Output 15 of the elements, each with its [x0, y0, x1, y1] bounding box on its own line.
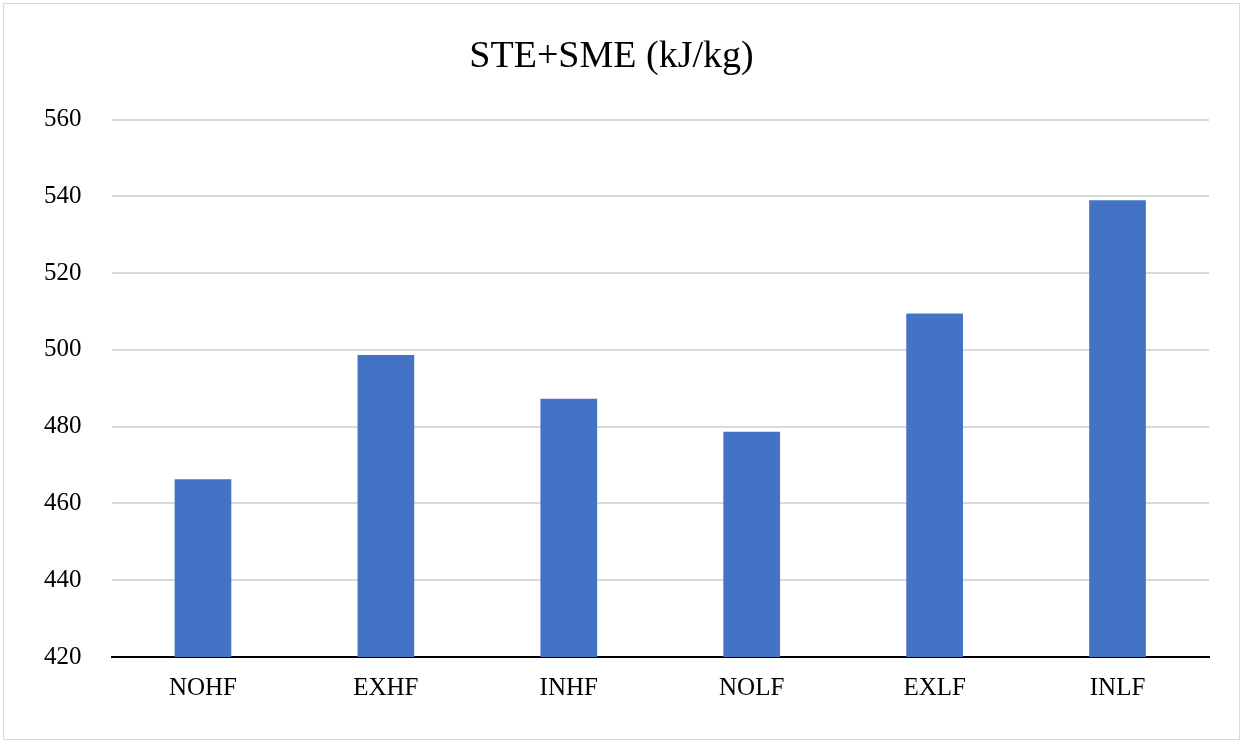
x-tick-label: EXLF [903, 672, 966, 700]
x-tick-label: NOLF [719, 672, 785, 700]
chart-title: STE+SME (kJ/kg) [469, 32, 754, 76]
x-tick-label: NOHF [168, 672, 237, 700]
y-tick-label: 460 [44, 488, 82, 516]
y-tick-label: 540 [44, 180, 82, 208]
y-tick-label: 420 [44, 641, 82, 669]
y-tick-label: 480 [44, 411, 82, 439]
x-tick-label: INHF [539, 672, 598, 700]
x-tick-label: INLF [1089, 672, 1146, 700]
y-tick-label: 520 [44, 257, 82, 285]
x-tick-label: EXHF [353, 672, 419, 700]
y-tick-label: 440 [44, 564, 82, 592]
y-tick-label: 500 [44, 334, 82, 362]
y-tick-label: 560 [44, 104, 82, 132]
